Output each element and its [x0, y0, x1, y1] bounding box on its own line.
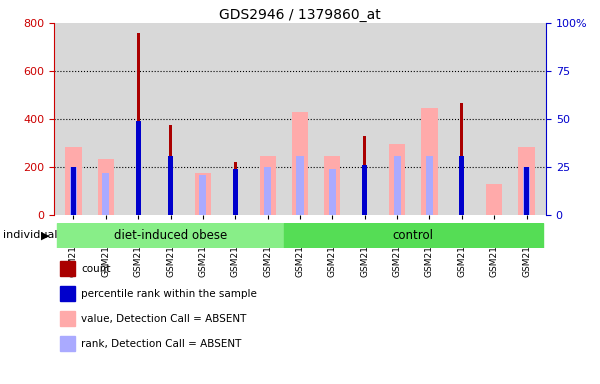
Bar	[363, 136, 367, 215]
Bar	[57, 223, 284, 248]
Bar	[260, 156, 276, 215]
Bar	[168, 156, 173, 215]
Bar	[523, 167, 530, 215]
Bar	[486, 184, 502, 215]
Bar	[284, 223, 543, 248]
Bar	[102, 173, 109, 215]
Title: GDS2946 / 1379860_at: GDS2946 / 1379860_at	[219, 8, 381, 22]
Bar	[233, 162, 237, 215]
Bar	[233, 169, 238, 215]
Bar	[292, 112, 308, 215]
Bar	[460, 156, 464, 215]
Bar	[98, 159, 114, 215]
Bar	[264, 167, 271, 215]
Text: value, Detection Call = ABSENT: value, Detection Call = ABSENT	[81, 314, 247, 324]
Bar	[518, 147, 535, 215]
Bar	[195, 173, 211, 215]
Bar	[421, 108, 437, 215]
Bar	[296, 156, 304, 215]
Bar	[65, 147, 82, 215]
Text: count: count	[81, 264, 110, 274]
Bar	[324, 156, 340, 215]
Bar	[329, 169, 336, 215]
Bar	[137, 33, 140, 215]
Text: ▶: ▶	[41, 230, 49, 240]
Bar	[394, 156, 401, 215]
Bar	[169, 125, 172, 215]
Bar	[199, 175, 206, 215]
Text: diet-induced obese: diet-induced obese	[114, 229, 227, 242]
Bar	[524, 167, 529, 215]
Bar	[426, 156, 433, 215]
Bar	[71, 167, 76, 215]
Bar	[70, 167, 77, 215]
Bar	[460, 103, 463, 215]
Bar	[389, 144, 405, 215]
Text: rank, Detection Call = ABSENT: rank, Detection Call = ABSENT	[81, 339, 241, 349]
Bar	[362, 165, 367, 215]
Text: control: control	[393, 229, 434, 242]
Text: percentile rank within the sample: percentile rank within the sample	[81, 289, 257, 299]
Bar	[136, 121, 140, 215]
Text: individual: individual	[3, 230, 58, 240]
